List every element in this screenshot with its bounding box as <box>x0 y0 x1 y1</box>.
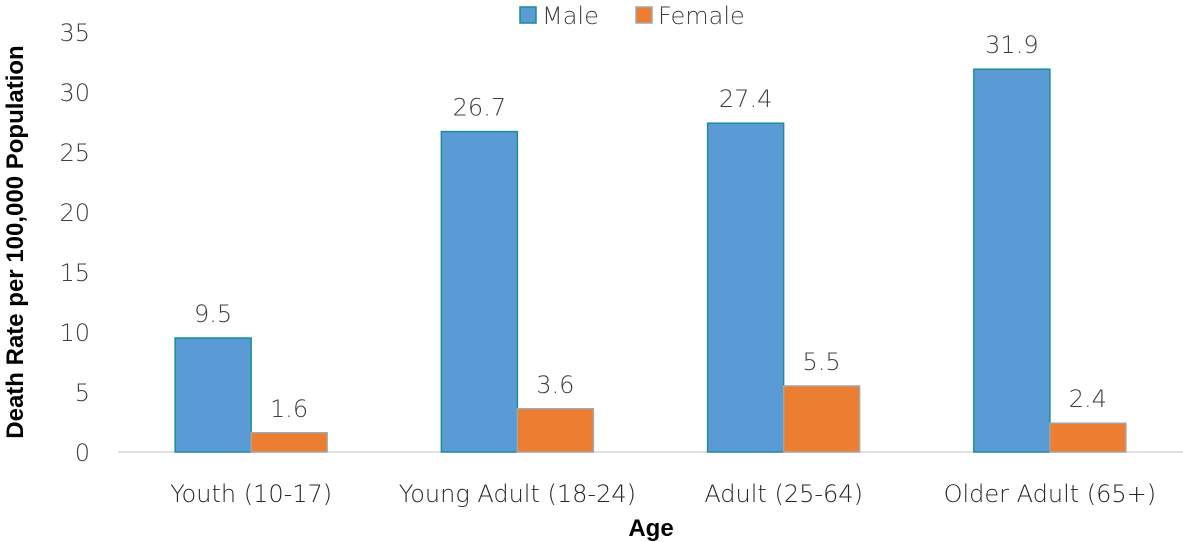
data-label-female: 1.6 <box>270 395 308 423</box>
x-axis-categories: Youth (10-17) Young Adult (18-24) Adult (2… <box>170 480 1156 508</box>
y-tick-label: 20 <box>59 199 90 227</box>
bar-female <box>1049 422 1127 453</box>
bar-male <box>174 337 252 453</box>
y-tick-label: 10 <box>59 319 90 347</box>
x-axis-title: Age <box>628 515 673 542</box>
legend: Male Female <box>519 2 745 30</box>
data-label-male: 9.5 <box>194 300 232 328</box>
x-category-label: Youth (10-17) <box>170 480 332 508</box>
y-tick-label: 0 <box>75 439 90 467</box>
legend-swatch-female <box>635 6 653 24</box>
bar-female <box>250 432 328 453</box>
x-category-label: Young Adult (18-24) <box>399 480 636 508</box>
data-labels: 9.5 1.6 26.7 3.6 27.4 5.5 31.9 2.4 <box>194 31 1107 423</box>
x-category-label: Older Adult (65+) <box>944 480 1157 508</box>
data-label-male: 27.4 <box>719 85 772 113</box>
legend-label-male: Male <box>542 2 599 30</box>
data-label-female: 5.5 <box>803 348 841 376</box>
y-tick-label: 5 <box>75 379 90 407</box>
data-label-female: 3.6 <box>536 371 574 399</box>
y-axis-title: Death Rate per 100,000 Population <box>2 45 29 438</box>
bar-male <box>440 130 519 453</box>
data-label-female: 2.4 <box>1069 385 1107 413</box>
data-label-male: 26.7 <box>453 94 506 122</box>
legend-swatch-male <box>519 6 537 24</box>
data-label-male: 31.9 <box>985 31 1038 59</box>
y-tick-label: 25 <box>59 139 90 167</box>
bars <box>174 68 1127 453</box>
x-category-label: Adult (25-64) <box>704 480 863 508</box>
y-tick-label: 35 <box>59 19 90 47</box>
y-tick-label: 15 <box>59 259 90 287</box>
bar-male <box>706 122 785 453</box>
bar-female <box>782 385 861 453</box>
y-axis-ticks: 0 5 10 15 20 25 30 35 <box>59 19 90 467</box>
bar-male <box>973 68 1051 453</box>
y-tick-label: 30 <box>59 79 90 107</box>
bar-female <box>516 408 595 453</box>
legend-label-female: Female <box>658 2 745 30</box>
